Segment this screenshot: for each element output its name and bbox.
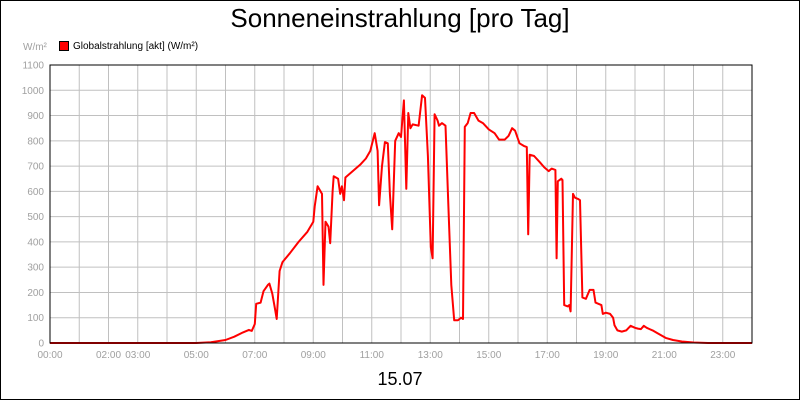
x-tick-label: 17:00 (535, 350, 560, 361)
y-tick-label: 900 (27, 111, 44, 122)
x-tick-label: 09:00 (301, 350, 326, 361)
x-tick-label: 05:00 (184, 350, 209, 361)
x-tick-label: 13:00 (418, 350, 443, 361)
y-tick-label: 300 (27, 263, 44, 274)
series-line (50, 94, 752, 344)
x-tick-label: 11:00 (360, 350, 385, 361)
y-tick-label: 1000 (22, 86, 45, 97)
y-tick-label: 1100 (22, 61, 44, 72)
legend: Globalstrahlung [akt] (W/m²) (59, 39, 198, 53)
x-tick-label: 23:00 (710, 350, 735, 361)
y-tick-label: 100 (27, 313, 44, 324)
y-tick-label: 500 (27, 212, 44, 223)
y-tick-label: 600 (27, 187, 44, 198)
legend-swatch (59, 41, 69, 51)
x-tick-label: 07:00 (242, 350, 267, 361)
date-label: 15.07 (377, 369, 423, 389)
x-tick-label: 00:00 (37, 350, 62, 361)
y-tick-label: 0 (38, 339, 44, 350)
x-tick-label: 19:00 (593, 350, 618, 361)
x-tick-label: 02:00 (96, 350, 121, 361)
y-tick-label: 700 (27, 162, 44, 173)
legend-label: Globalstrahlung [akt] (W/m²) (73, 40, 199, 52)
x-tick-label: 21:00 (652, 350, 677, 361)
chart-title: Sonneneinstrahlung [pro Tag] (230, 3, 570, 33)
x-tick-label: 15:00 (476, 350, 501, 361)
plot-border (49, 64, 753, 344)
y-tick-label: 800 (27, 136, 44, 147)
y-tick-label: 200 (27, 288, 44, 299)
y-tick-label: 400 (27, 237, 44, 248)
y-axis-unit-label: W/m² (23, 42, 47, 53)
x-tick-label: 03:00 (125, 350, 150, 361)
